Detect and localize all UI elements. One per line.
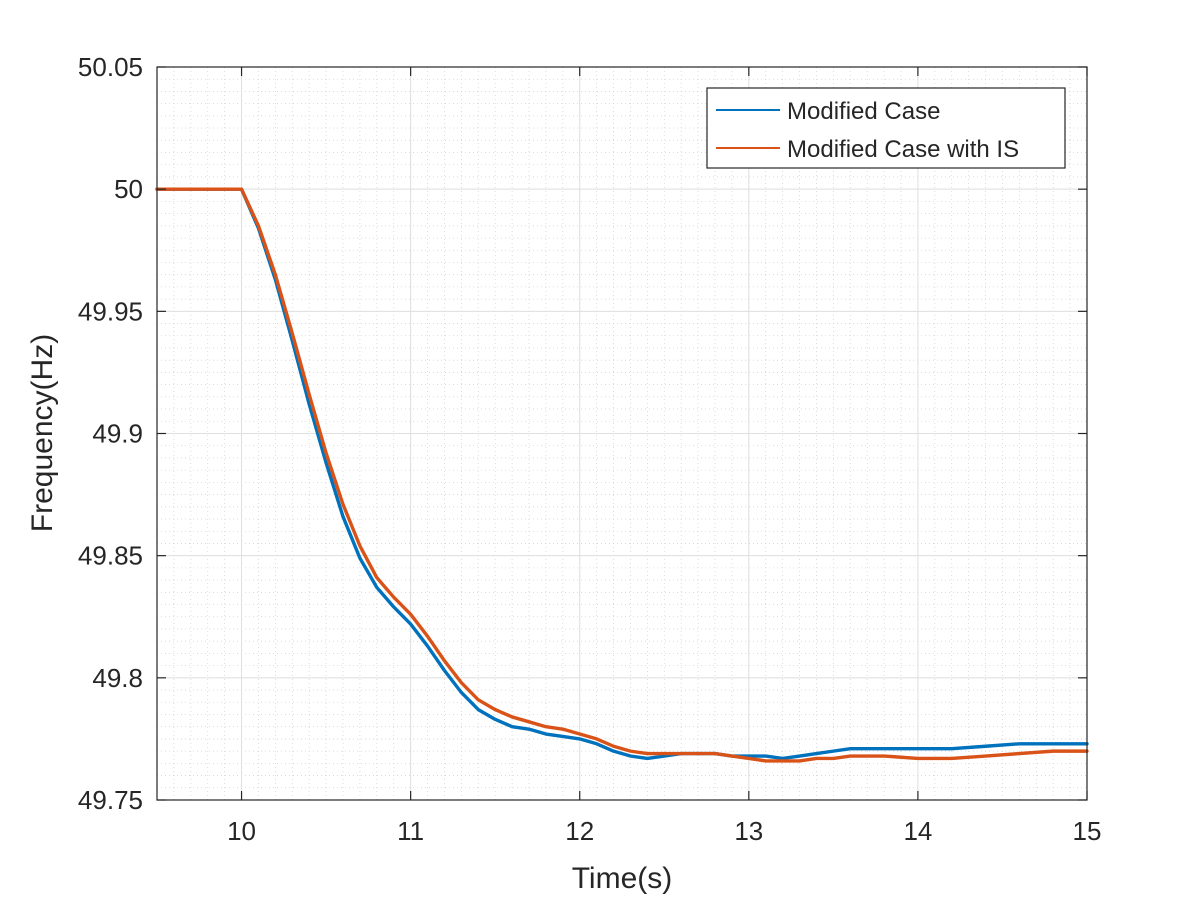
y-tick-label: 49.85 <box>78 541 143 571</box>
x-tick-label: 14 <box>903 816 932 846</box>
x-axis-label: Time(s) <box>572 862 673 895</box>
x-tick-label: 13 <box>734 816 763 846</box>
x-tick-label: 10 <box>227 816 256 846</box>
y-tick-label: 50.05 <box>78 52 143 82</box>
axis-ticks <box>157 66 1088 801</box>
series-line-modified-case <box>155 187 1089 761</box>
y-tick-label: 50 <box>114 174 143 204</box>
y-tick-label: 49.95 <box>78 296 143 326</box>
x-tick-label: 12 <box>565 816 594 846</box>
legend-label-modified-case-with-is: Modified Case with IS <box>787 136 1019 163</box>
legend-label-modified-case: Modified Case <box>787 98 940 125</box>
y-tick-label: 49.75 <box>78 785 143 815</box>
y-tick-label: 49.9 <box>92 419 143 449</box>
series-layer <box>155 187 1089 763</box>
legend: Modified Case Modified Case with IS <box>706 87 1066 169</box>
legend-box <box>706 87 1066 169</box>
y-tick-label: 49.8 <box>92 663 143 693</box>
y-axis-label: Frequency(Hz) <box>26 334 59 532</box>
tick-labels: 10 11 12 13 14 15 49.75 49.8 49.85 49.9 49.95 50 50.… <box>78 52 1102 846</box>
series-line-modified-case-with-is <box>155 187 1089 763</box>
x-tick-label: 11 <box>397 816 424 846</box>
x-tick-label: 15 <box>1073 816 1102 846</box>
